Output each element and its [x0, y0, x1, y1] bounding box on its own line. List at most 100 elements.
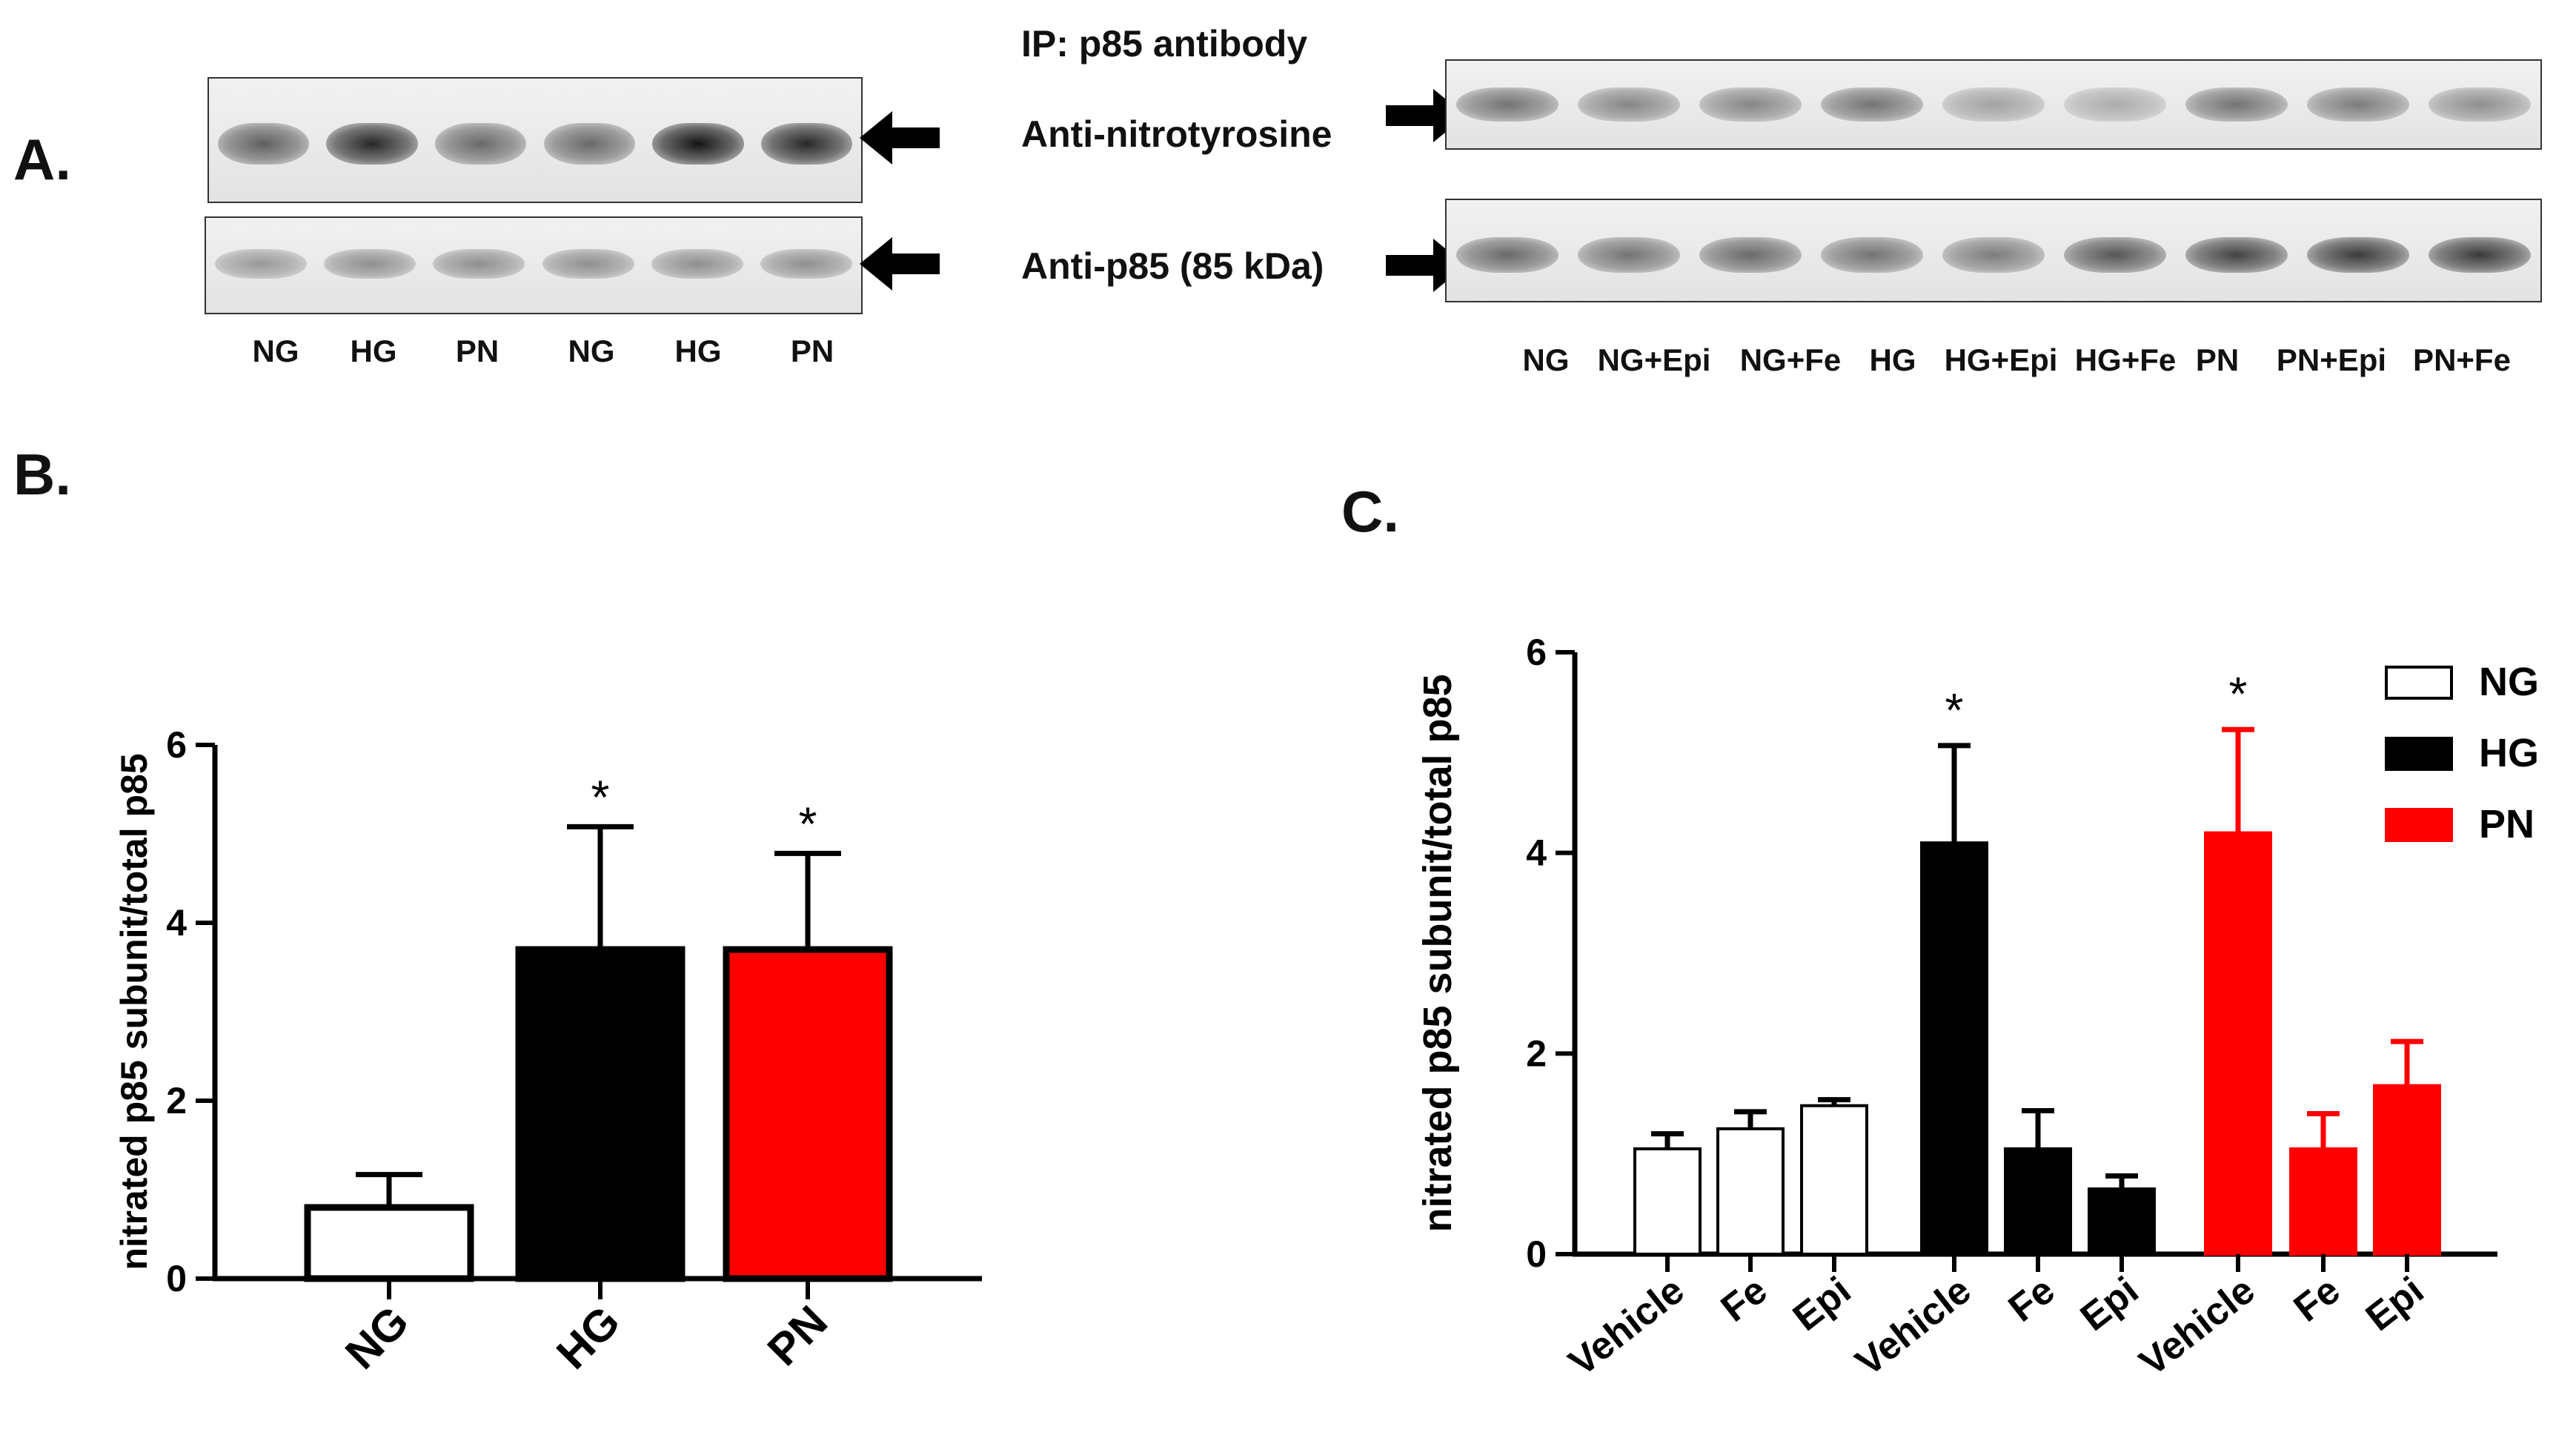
band — [760, 249, 853, 279]
x-tick-label: Vehicle — [1848, 1269, 1979, 1385]
band — [324, 249, 416, 279]
lane-label: NG — [252, 334, 299, 368]
x-tick-label: NG — [336, 1296, 418, 1379]
band — [2307, 237, 2409, 273]
band — [1821, 87, 1923, 122]
x-tick-label: Epi — [2073, 1269, 2146, 1340]
x-tick-label: Epi — [1785, 1269, 1859, 1340]
lane-label: HG — [674, 334, 722, 368]
band — [1942, 87, 2045, 122]
legend-swatch — [2385, 808, 2453, 842]
y-tick-label: 0 — [1526, 1233, 1547, 1275]
band — [1578, 237, 1680, 273]
arrow-left-icon — [860, 111, 940, 165]
lane-label: PN — [455, 334, 499, 368]
lane-label: PN+Fe — [2413, 342, 2511, 377]
band — [2185, 237, 2288, 273]
legend-swatch — [2385, 737, 2453, 771]
x-tick-label: Vehicle — [1561, 1269, 1692, 1385]
lane-label: HG — [350, 334, 397, 368]
x-tick-label: PN — [758, 1296, 837, 1375]
panel-label-b: B. — [13, 442, 71, 507]
blot-right-p85 — [1445, 199, 2542, 302]
band — [435, 123, 527, 165]
bar — [723, 946, 893, 1282]
band — [2064, 87, 2166, 122]
legend-label: PN — [2479, 802, 2534, 846]
band — [2429, 237, 2531, 273]
band — [1821, 237, 1923, 273]
lane-label: NG — [568, 334, 615, 368]
band — [652, 123, 744, 165]
x-tick-label: HG — [547, 1296, 629, 1379]
x-tick-label: Vehicle — [2131, 1269, 2263, 1385]
significance-marker: * — [1945, 683, 1964, 737]
lane-label: NG — [1522, 342, 1570, 377]
significance-marker: * — [799, 797, 817, 850]
significance-marker: * — [2229, 667, 2248, 720]
bar — [2004, 1147, 2072, 1256]
band — [651, 249, 743, 279]
y-axis-label: nitrated p85 subunit/total p85 — [113, 753, 155, 1270]
band — [433, 249, 525, 279]
arrow-left-icon — [860, 237, 940, 291]
band — [214, 249, 307, 279]
band — [2185, 87, 2288, 122]
lane-label: HG+Fe — [2074, 342, 2177, 377]
band — [1456, 237, 1558, 273]
lane-label: PN+Epi — [2276, 342, 2387, 377]
band — [1699, 87, 1802, 122]
lane-label: NG+Fe — [1739, 342, 1842, 377]
y-tick-label: 2 — [166, 1080, 187, 1121]
bar — [1633, 1147, 1702, 1256]
panel-label-a: A. — [13, 127, 71, 192]
bar — [304, 1204, 474, 1282]
lane-label: PN — [790, 334, 834, 368]
significance-marker: * — [591, 770, 610, 823]
bar — [2289, 1147, 2357, 1256]
lane-label: NG+Epi — [1597, 342, 1711, 377]
p85-label: Anti-p85 (85 kDa) — [1021, 245, 1324, 287]
band — [761, 123, 853, 165]
y-tick-label: 0 — [166, 1258, 187, 1299]
band — [326, 123, 418, 165]
chart-b: 0 2 4 6 nitrated p85 subunit/total p85 NG HG * P… — [113, 724, 982, 1379]
bar — [1920, 841, 1988, 1256]
band — [542, 249, 634, 279]
y-tick-label: 2 — [1526, 1033, 1547, 1074]
nitrotyrosine-label: Anti-nitrotyrosine — [1021, 113, 1332, 155]
y-axis-label: nitrated p85 subunit/total p85 — [1415, 674, 1460, 1232]
band — [1942, 237, 2045, 273]
lane-label: HG — [1869, 342, 1916, 377]
blot-left-nitrotyrosine — [208, 77, 863, 203]
x-tick-label: Fe — [2001, 1269, 2063, 1330]
y-tick-label: 4 — [166, 902, 187, 944]
blot-left-p85 — [205, 216, 863, 314]
bar — [515, 946, 686, 1282]
band — [2064, 237, 2166, 273]
y-tick-label: 6 — [1526, 632, 1547, 673]
panel-label-c: C. — [1341, 479, 1399, 544]
bar — [2088, 1187, 2156, 1256]
band — [543, 123, 635, 165]
bar — [1800, 1104, 1868, 1256]
ip-label: IP: p85 antibody — [1021, 23, 1308, 64]
band — [1456, 87, 1558, 122]
legend-swatch — [2385, 666, 2453, 700]
y-tick-label: 6 — [166, 724, 187, 766]
y-tick-label: 4 — [1526, 832, 1547, 874]
bar — [2204, 831, 2272, 1256]
blot-right-nitrotyrosine — [1445, 59, 2542, 150]
lane-label: HG+Epi — [1944, 342, 2058, 377]
x-tick-label: Fe — [2286, 1269, 2348, 1330]
band — [1578, 87, 1680, 122]
legend-label: NG — [2479, 660, 2539, 704]
x-tick-label: Fe — [1713, 1269, 1776, 1330]
band — [2429, 87, 2531, 122]
band — [1699, 237, 1802, 273]
x-tick-label: Epi — [2358, 1269, 2431, 1340]
legend-label: HG — [2479, 731, 2539, 775]
band — [2307, 87, 2409, 122]
lane-label: PN — [2195, 342, 2240, 377]
chart-c: 0 2 4 6 nitrated p85 subunit/total p85 Vehicl… — [1415, 632, 2539, 1385]
